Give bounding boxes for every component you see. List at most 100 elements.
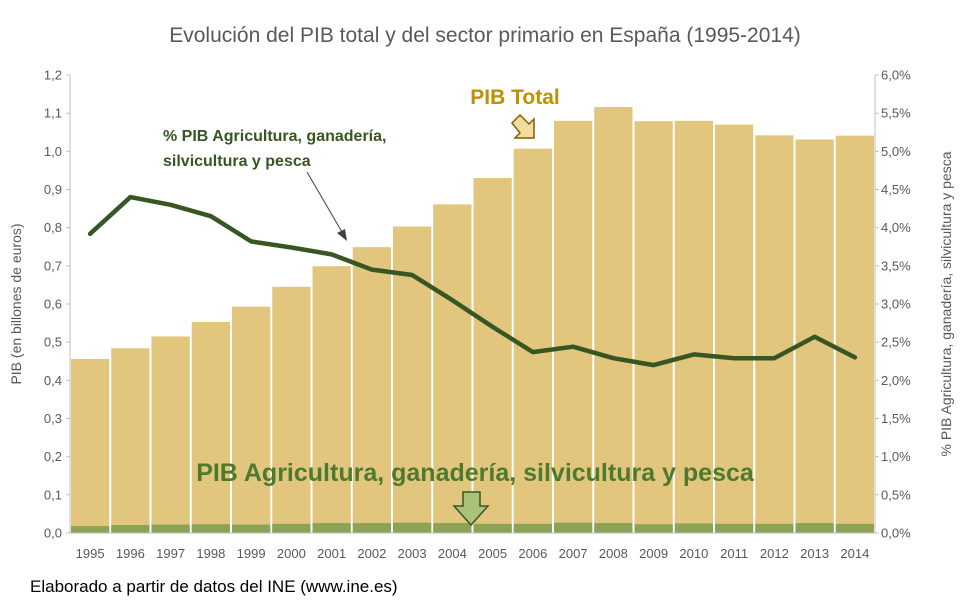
right-tick-label: 1,0% [881,449,911,464]
right-tick-label: 3,5% [881,258,911,273]
bar-pib-total-2009 [634,121,673,533]
bar-pib-total-2010 [674,120,713,534]
bar-pib-total-1996 [111,348,150,533]
x-tick-label-1995: 1995 [76,546,105,561]
right-tick-label: 1,5% [881,411,911,426]
right-axis-ticks: 0,0% 0,5% 1,0% 1,5% 2,0% 2,5% 3,0% 3,5% 4,0% 4,5%… [875,68,911,541]
bar-pib-agri-2005 [473,523,512,533]
bar-pib-agri-2004 [433,523,472,533]
bar-pib-total-2011 [715,124,754,533]
left-tick-label: 0,9 [44,182,62,197]
source-footer: Elaborado a partir de datos del INE (www… [30,577,398,596]
bar-pib-agri-2009 [634,524,673,533]
bar-pib-total-1995 [71,358,110,533]
bar-pib-agri-2007 [554,522,593,533]
x-tick-label-2005: 2005 [478,546,507,561]
bar-pib-total-2005 [473,178,512,534]
left-tick-label: 0,3 [44,411,62,426]
x-tick-label-2008: 2008 [599,546,628,561]
x-tick-label-2001: 2001 [317,546,346,561]
x-tick-label-1997: 1997 [156,546,185,561]
annotation-pib-agri: PIB Agricultura, ganadería, silvicultura… [196,459,755,487]
x-tick-label-2007: 2007 [559,546,588,561]
bar-pib-agri-1997 [151,524,190,533]
x-tick-label-2012: 2012 [760,546,789,561]
pct-line [87,194,858,368]
bar-pib-total-2012 [755,135,794,533]
right-tick-label: 5,5% [881,106,911,121]
x-tick-label-2002: 2002 [357,546,386,561]
bar-pib-agri-2006 [513,523,552,533]
right-tick-label: 3,0% [881,297,911,312]
bar-pib-total-2008 [594,107,633,533]
left-tick-label: 0,5 [44,335,62,350]
left-tick-label: 0,8 [44,220,62,235]
bar-pib-total-2006 [513,148,552,533]
left-tick-label: 0,7 [44,258,62,273]
x-tick-label-2000: 2000 [277,546,306,561]
x-tick-label-1996: 1996 [116,546,145,561]
left-tick-label: 1,2 [44,68,62,83]
bar-pib-agri-2012 [755,523,794,533]
bar-pib-agri-2013 [795,523,834,533]
x-tick-label-1998: 1998 [196,546,225,561]
pointer-arrow-icon [306,171,347,241]
bar-pib-agri-2011 [715,523,754,533]
bar-pib-agri-2000 [272,523,311,533]
bar-pib-total-2002 [352,247,391,534]
x-tick-label-1999: 1999 [237,546,266,561]
bar-pib-agri-2008 [594,523,633,533]
right-tick-label: 4,5% [881,182,911,197]
annotation-pib-total: PIB Total [470,86,559,109]
right-tick-label: 6,0% [881,68,911,83]
right-tick-label: 0,5% [881,487,911,502]
bar-pib-total-1998 [191,321,230,533]
left-tick-label: 1,0 [44,144,62,159]
x-tick-label-2011: 2011 [720,546,748,561]
bar-pib-agri-2002 [352,523,391,533]
bar-pib-agri-2003 [393,522,432,533]
x-tick-label-2006: 2006 [518,546,547,561]
right-tick-label: 2,0% [881,373,911,388]
bar-pib-agri-1999 [232,524,271,533]
y-axis-title: PIB (en billones de euros) [8,223,24,384]
left-axis-ticks: 0,0 0,1 0,2 0,3 0,4 0,5 0,6 0,7 0,8 0,9 1,0 1,1 1,2 [44,68,70,541]
chart-title: Evolución del PIB total y del sector pri… [169,24,801,47]
bars-total [71,107,874,534]
bar-pib-total-1999 [232,306,271,533]
bar-pib-total-2004 [433,204,472,533]
bar-pib-total-1997 [151,336,190,533]
right-tick-label: 4,0% [881,220,911,235]
bar-pib-agri-1998 [191,524,230,533]
right-tick-label: 5,0% [881,144,911,159]
arrow-down-icon [452,491,490,527]
left-tick-label: 1,1 [44,106,62,121]
bar-pib-agri-2014 [835,523,874,533]
left-tick-label: 0,4 [44,373,62,388]
arrow-down-right-icon [510,113,535,139]
left-tick-label: 0,1 [44,487,62,502]
bar-pib-agri-1995 [71,526,110,533]
x-axis-ticks: 1995 1996 1997 1998 1999 2000 2001 2002 2003 2004… [76,546,870,561]
bar-pib-agri-2010 [674,523,713,533]
annotation-pct-line1: % PIB Agricultura, ganadería, [163,128,386,145]
bar-pib-total-2014 [835,135,874,533]
x-tick-label-2013: 2013 [800,546,829,561]
bar-pib-total-2001 [312,266,351,533]
x-tick-label-2003: 2003 [398,546,427,561]
left-tick-label: 0,2 [44,449,62,464]
x-tick-label-2009: 2009 [639,546,668,561]
y2-axis-title: % PIB Agricultura, ganadería, silvicultu… [938,151,954,456]
right-tick-label: 2,5% [881,335,911,350]
bar-pib-agri-1996 [111,524,150,533]
x-tick-label-2014: 2014 [840,546,869,561]
left-tick-label: 0,6 [44,297,62,312]
bar-pib-agri-2001 [312,523,351,533]
left-tick-label: 0,0 [44,526,62,541]
x-tick-label-2010: 2010 [679,546,708,561]
annotation-pct-line2: silvicultura y pesca [163,153,311,170]
bars-agri [71,522,874,533]
x-tick-label-2004: 2004 [438,546,467,561]
bar-pib-total-2000 [272,286,311,533]
